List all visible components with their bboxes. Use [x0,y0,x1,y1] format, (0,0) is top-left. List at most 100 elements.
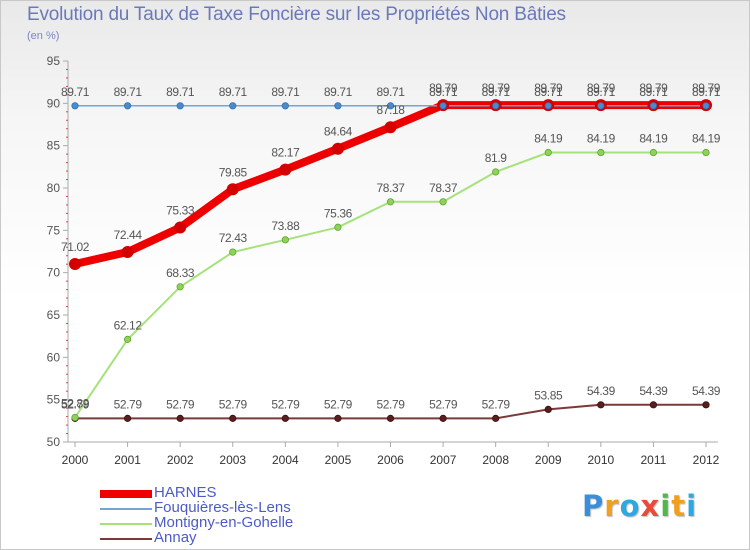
data-label: 68.33 [166,266,195,280]
chart-title: Evolution du Taux de Taxe Foncière sur l… [27,4,566,25]
legend-swatch-annay [100,538,152,540]
data-point [334,414,342,422]
data-point [281,414,289,422]
data-point [229,248,237,256]
logo-letter: o [619,489,641,523]
data-point [597,401,605,409]
data-point [123,102,132,110]
data-label: 75.36 [324,206,353,220]
data-point [281,102,289,110]
y-tick-label: 75 [47,223,61,237]
y-tick-label: 95 [47,54,61,68]
x-tick-label: 2006 [377,453,404,467]
data-label: 89.71 [692,85,721,99]
x-tick-label: 2008 [482,453,509,467]
x-tick-label: 2001 [114,453,141,467]
data-point [597,148,605,157]
data-label: 53.85 [534,388,563,402]
data-label: 89.79 [587,81,616,95]
logo-letter: x [640,489,661,523]
data-point [176,102,184,110]
data-point [492,414,500,422]
y-tick-label: 60 [47,350,61,364]
data-label: 89.71 [114,85,143,99]
legend-swatch-montigny [100,523,152,525]
data-label: 54.39 [639,384,668,398]
data-point [386,102,395,110]
data-point [229,102,237,110]
data-label: 62.12 [114,318,143,332]
data-point [69,258,81,271]
data-label: 89.71 [534,85,563,99]
logo-letter: t [671,489,687,523]
legend-label-montigny: Montigny-en-Gohelle [154,514,294,531]
data-point [71,413,79,422]
data-label: 54.39 [692,384,721,398]
y-tick-label: 80 [47,181,61,195]
y-tick-label: 65 [47,308,61,322]
data-point [544,148,552,157]
data-point [649,148,658,157]
data-label: 87.18 [376,103,405,117]
data-label: 52.79 [324,397,353,411]
data-point [544,102,552,110]
data-point [492,168,500,176]
y-tick-label: 55 [47,393,61,407]
data-label: 82.17 [271,146,300,160]
data-label: 52.79 [61,397,90,411]
logo-letter: P [582,489,605,523]
data-point [384,121,397,134]
data-label: 89.79 [534,81,563,95]
data-label: 84.19 [534,132,563,146]
data-label: 73.88 [271,219,300,233]
y-tick-label: 85 [47,139,61,153]
x-tick-label: 2000 [62,453,89,467]
data-point [229,414,237,422]
data-label: 52.79 [429,397,458,411]
legend-label-annay: Annay [154,529,197,546]
data-point [439,198,447,206]
data-point [702,148,710,157]
x-tick-label: 2009 [535,453,562,467]
data-label: 52.79 [376,397,405,411]
data-label: 89.71 [324,85,353,99]
data-point [281,236,289,244]
data-label: 52.79 [219,397,248,411]
data-label: 84.64 [324,125,353,139]
data-label: 54.39 [587,384,616,398]
data-point [492,102,500,110]
data-point [649,401,658,409]
data-label: 89.79 [429,81,458,95]
data-label: 71.02 [61,240,90,254]
x-tick-label: 2012 [693,453,720,467]
data-label: 89.79 [482,81,511,95]
legend-label-harnes: HARNES [154,484,217,501]
x-tick-label: 2007 [430,453,457,467]
legend-swatch-harnes [100,490,152,498]
data-point [71,102,79,110]
data-point [226,183,239,196]
data-point [702,401,710,409]
data-point [121,246,134,259]
x-tick-label: 2011 [641,453,667,467]
data-label: 52.79 [166,397,195,411]
x-tick-label: 2002 [167,453,194,467]
data-label: 78.37 [429,181,458,195]
y-axis-unit: (en %) [27,30,60,42]
data-point [386,198,395,206]
data-label: 89.71 [482,85,511,99]
data-label: 89.71 [166,85,195,99]
y-tick-label: 50 [47,435,61,449]
data-label: 89.79 [639,81,668,95]
data-point [386,414,395,422]
proxiti-logo[interactable]: Proxiti [582,489,697,523]
data-point [331,142,344,155]
data-label: 72.43 [219,231,248,245]
data-point [174,221,187,234]
data-point [702,102,710,110]
x-tick-label: 2003 [219,453,246,467]
data-label: 72.44 [114,228,143,242]
series-points [69,99,712,422]
